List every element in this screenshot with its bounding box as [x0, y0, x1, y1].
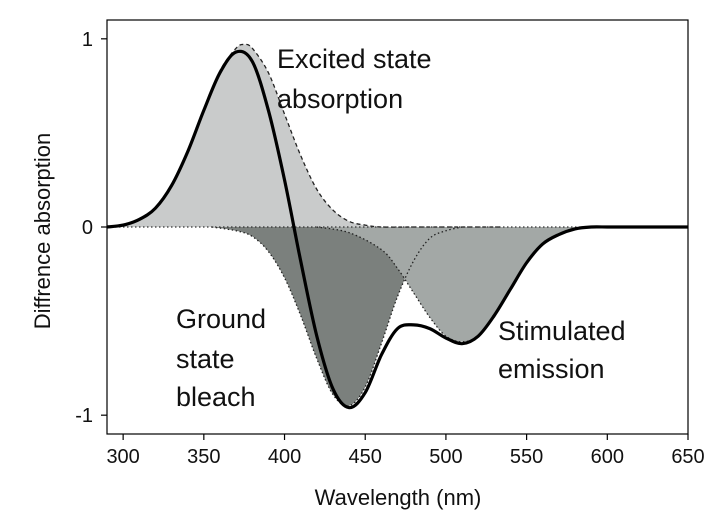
ground-state-label-line1: Ground: [176, 304, 266, 334]
series-lines: [106, 49, 688, 410]
y-tick-label: 1: [82, 29, 93, 51]
x-tick-label: 600: [591, 446, 624, 468]
x-tick-label: 300: [106, 446, 139, 468]
y-tick-label: 0: [82, 217, 93, 239]
x-tick-label: 500: [429, 446, 462, 468]
x-tick-label: 400: [268, 446, 301, 468]
stimulated-emission-label-line2: emission: [498, 354, 605, 384]
y-tick-label: -1: [75, 405, 93, 427]
component-fills: [107, 44, 624, 406]
component-fill-2: [316, 226, 624, 342]
x-axis-ticks: 300 350 400 450 500 550 600 650: [106, 434, 705, 468]
component-fill-1: [211, 227, 463, 406]
x-tick-label: 450: [349, 446, 382, 468]
excited-state-label-line2: absorption: [277, 84, 403, 114]
x-axis-title: Wavelength (nm): [315, 485, 482, 510]
excited-state-label-line1: Excited state: [277, 44, 432, 74]
x-tick-label: 550: [510, 446, 543, 468]
component-fill-0: [107, 44, 503, 228]
ground-state-label-line2: state: [176, 344, 235, 374]
y-axis-ticks: 1 0 -1: [75, 29, 107, 427]
x-tick-label: 650: [671, 446, 704, 468]
y-axis-title: Diffrence absorption: [30, 133, 55, 330]
x-tick-label: 350: [187, 446, 220, 468]
stimulated-emission-label-line1: Stimulated: [498, 316, 626, 346]
difference-spectrum-line: [106, 49, 688, 410]
ground-state-label-line3: bleach: [176, 382, 256, 412]
